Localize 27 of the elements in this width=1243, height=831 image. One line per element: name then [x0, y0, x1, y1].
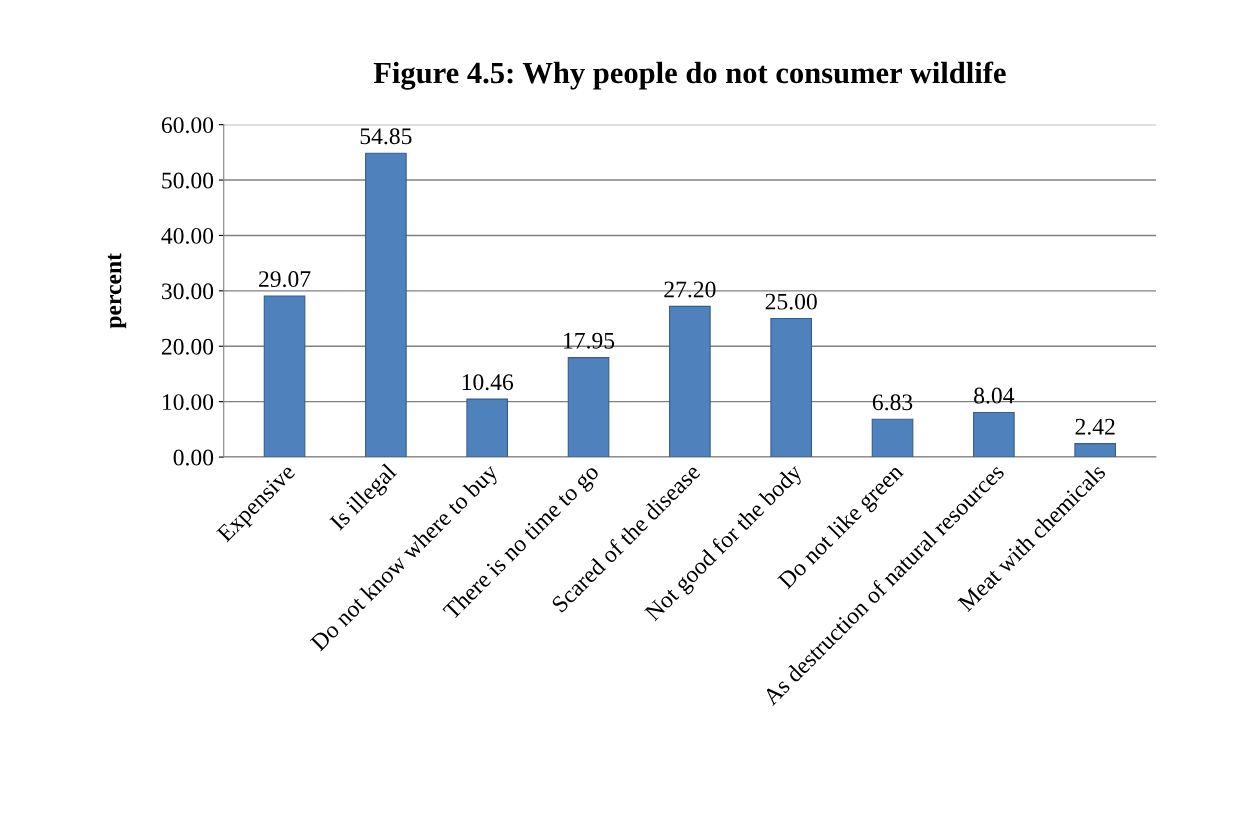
y-tick-label: 30.00	[162, 283, 214, 300]
data-label: 10.46	[462, 374, 514, 391]
y-tick-label: 0.00	[173, 449, 214, 466]
data-label: 29.07	[259, 271, 311, 288]
bar	[973, 411, 1015, 458]
data-label: 25.00	[765, 293, 817, 310]
bar	[770, 317, 813, 458]
y-tick-label: 40.00	[161, 227, 214, 244]
y-tick-label: 60.00	[161, 117, 214, 134]
bar	[365, 152, 407, 458]
data-label: 27.20	[664, 281, 716, 298]
data-label: 8.04	[974, 387, 1015, 404]
data-label: 6.83	[872, 394, 913, 411]
y-tick-label: 10.00	[162, 394, 214, 411]
y-tick-label: 50.00	[162, 172, 214, 189]
data-label: 2.42	[1075, 418, 1115, 435]
bar	[466, 398, 509, 458]
y-axis-title: percent	[107, 253, 127, 329]
bar	[567, 357, 610, 458]
bar	[1074, 443, 1117, 458]
data-label: 54.85	[360, 128, 412, 145]
data-label: 17.95	[564, 332, 615, 349]
bar	[669, 305, 711, 458]
bar	[871, 418, 914, 458]
chart-title: Figure 4.5: Why people do not consumer wildlife	[373, 61, 1006, 90]
bar	[263, 295, 306, 458]
y-tick-label: 20.00	[161, 338, 214, 355]
